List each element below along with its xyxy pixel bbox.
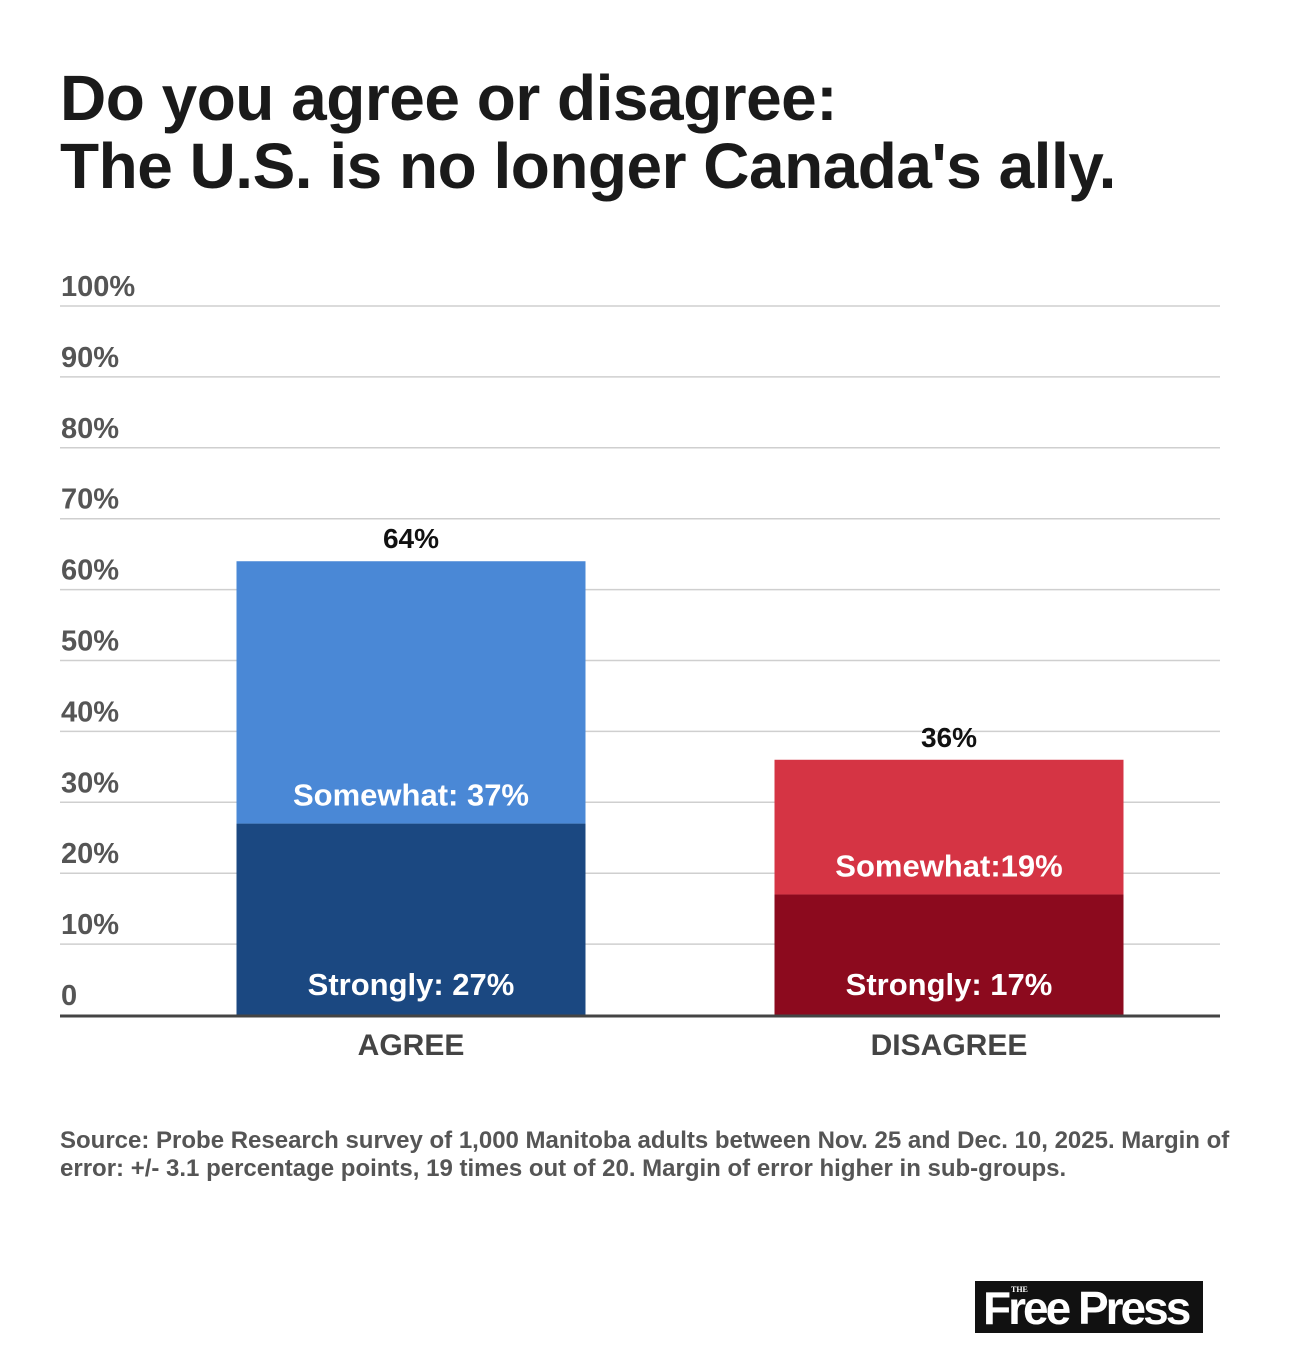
y-tick-label: 90%: [61, 342, 119, 374]
y-tick-label: 30%: [61, 767, 119, 799]
source-note: Source: Probe Research survey of 1,000 M…: [60, 1127, 1230, 1182]
free-press-logo: Free Press THE: [975, 1281, 1203, 1333]
segment-label: Somewhat: 37%: [293, 778, 529, 813]
total-label: 36%: [921, 722, 977, 753]
total-label: 64%: [383, 523, 439, 554]
bar-segment-somewhat: [236, 561, 586, 824]
y-tick-label: 100%: [61, 271, 135, 303]
segment-label: Strongly: 27%: [308, 967, 515, 1002]
segment-label: Somewhat:19%: [835, 848, 1062, 883]
x-tick-label: DISAGREE: [871, 1029, 1028, 1062]
title-line-2: The U.S. is no longer Canada's ally.: [60, 130, 1116, 202]
title-line-1: Do you agree or disagree:: [60, 62, 838, 134]
bar-segment-strongly: [774, 894, 1124, 1015]
y-tick-label: 20%: [61, 838, 119, 870]
bar-segment-strongly: [236, 823, 586, 1015]
segment-label: Strongly: 17%: [846, 967, 1053, 1002]
y-tick-label: 10%: [61, 909, 119, 941]
y-tick-label: 50%: [61, 626, 119, 658]
y-tick-label: 80%: [61, 413, 119, 445]
y-tick-label: 0: [61, 980, 77, 1012]
bar-chart: 0 10% 20% 30% 40% 50% 60% 70% 80% 90% 100% Strongly…: [60, 271, 1220, 1062]
bar-segment-somewhat: [774, 759, 1124, 895]
y-tick-label: 70%: [61, 484, 119, 516]
chart-title: Do you agree or disagree: The U.S. is no…: [60, 64, 1116, 200]
y-tick-label: 40%: [61, 696, 119, 728]
x-tick-label: AGREE: [358, 1029, 465, 1062]
y-tick-label: 60%: [61, 555, 119, 587]
